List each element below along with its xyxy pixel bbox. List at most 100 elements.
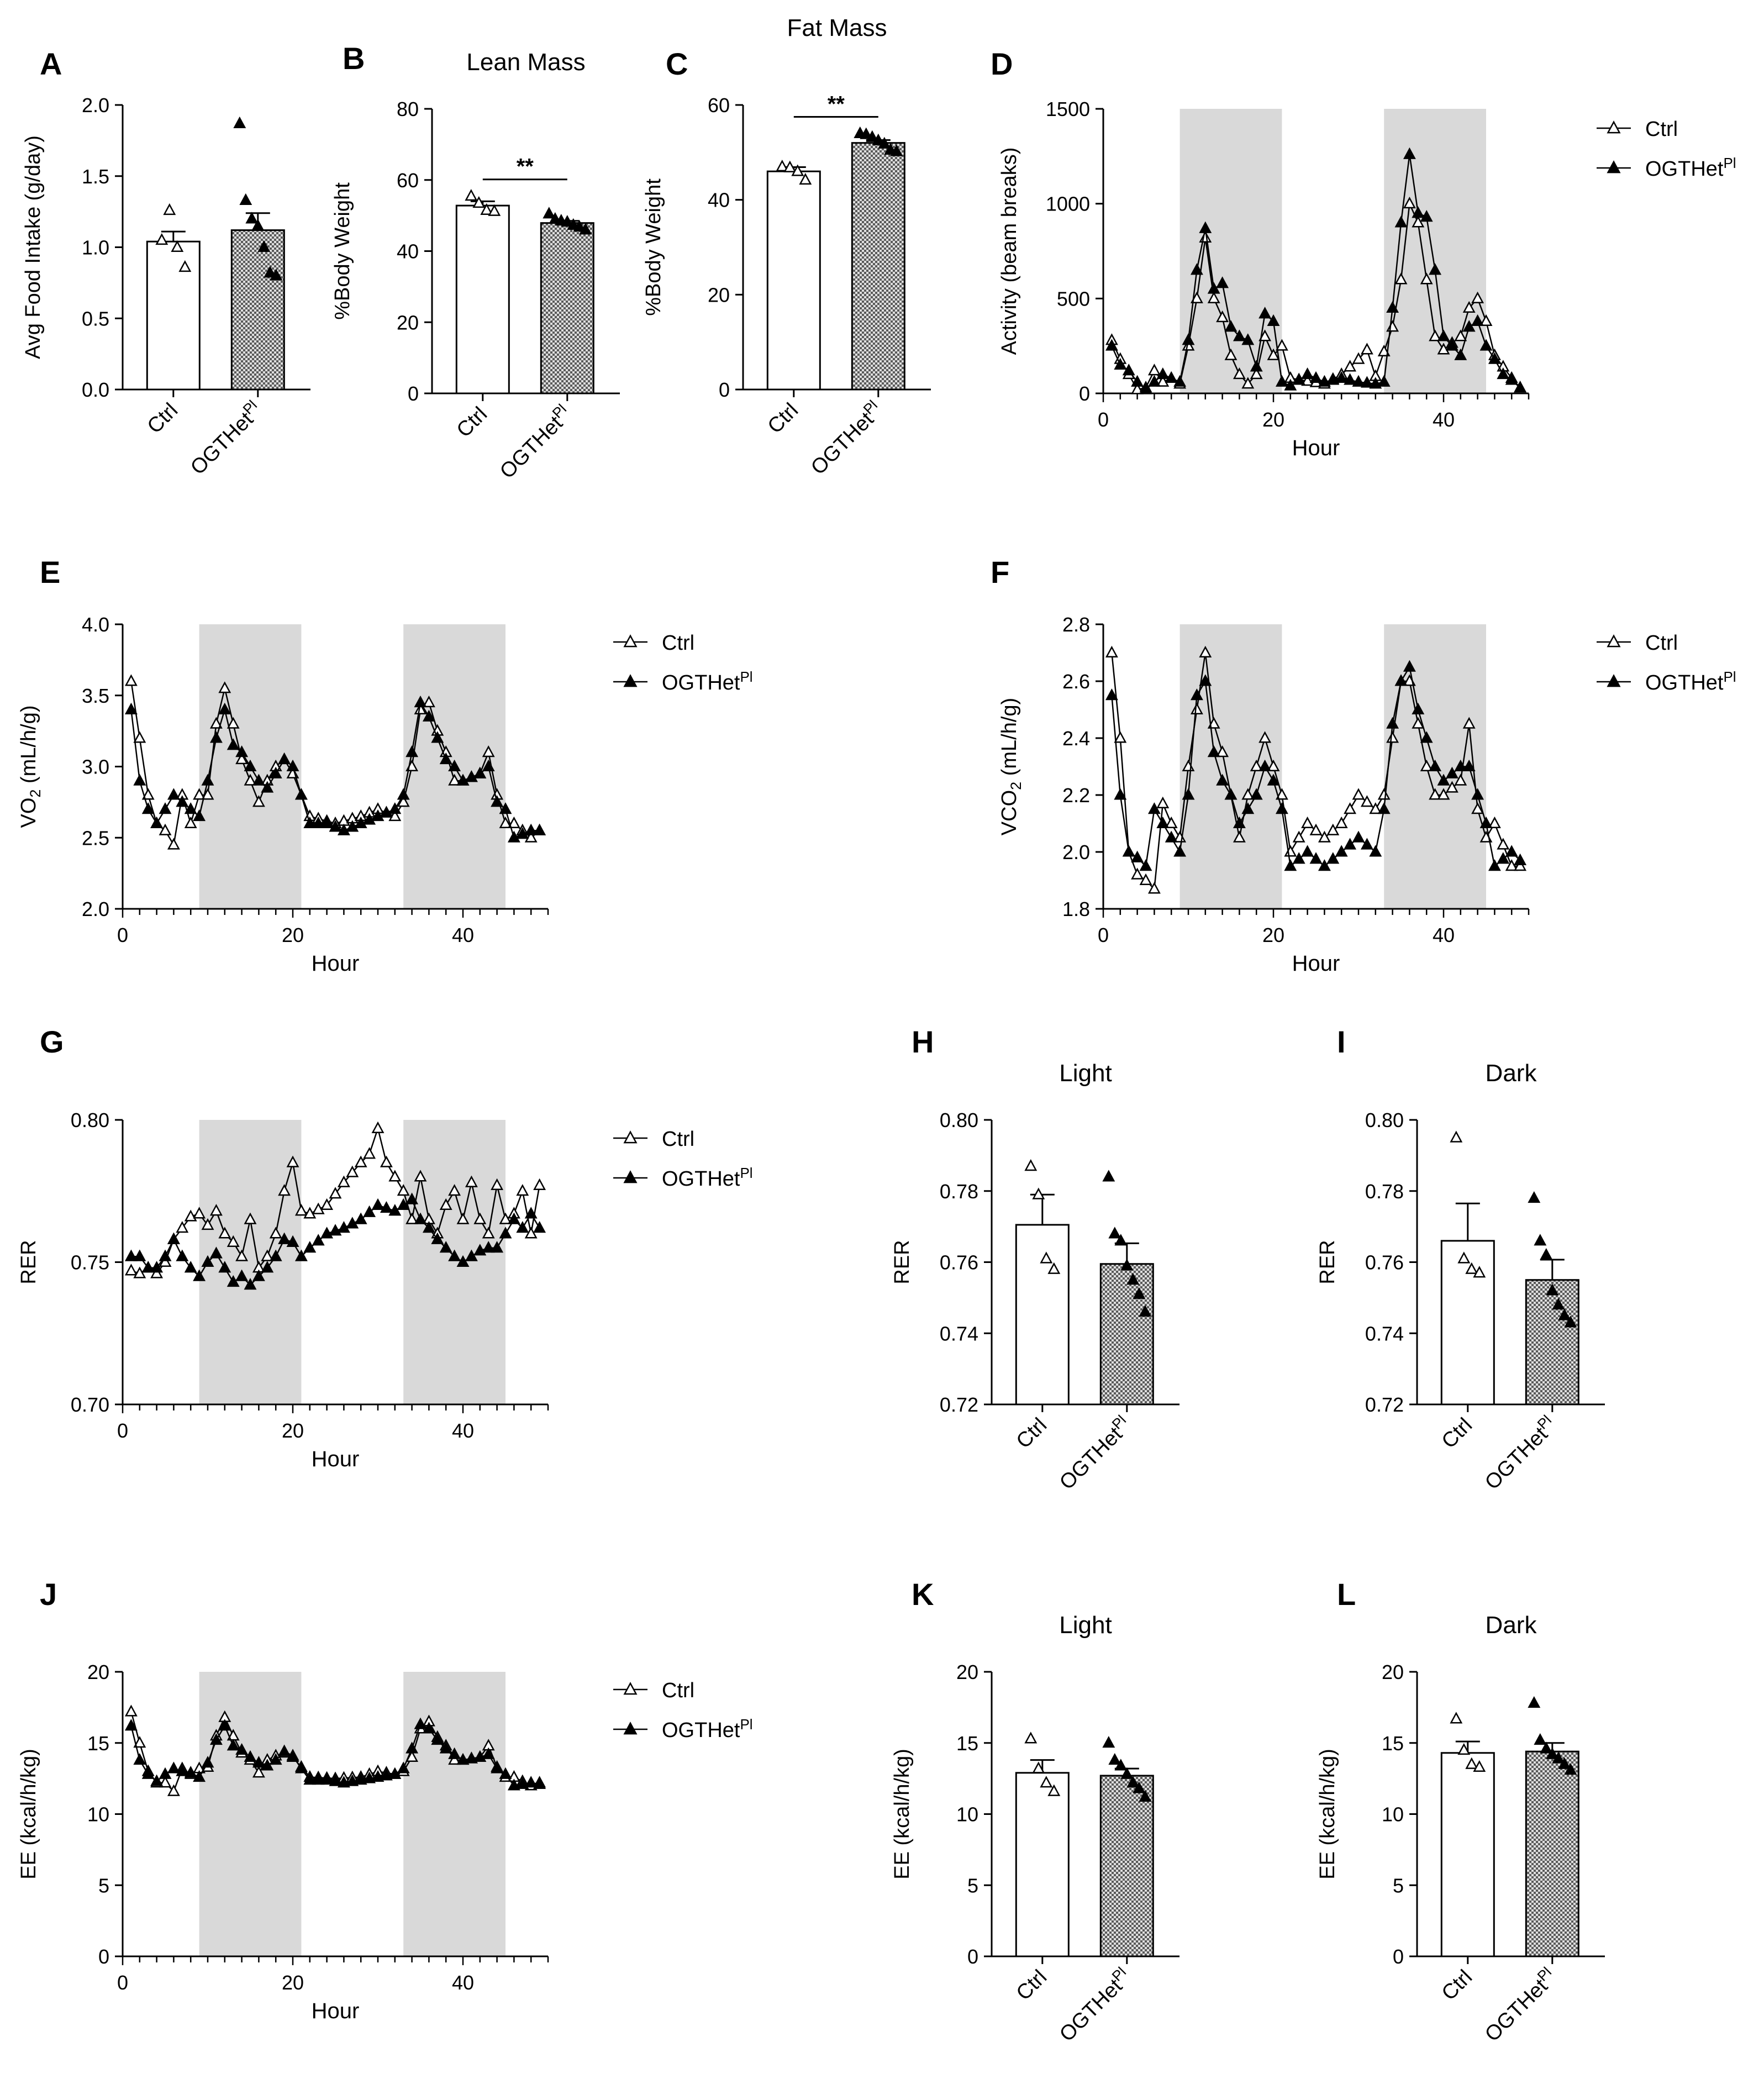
data-point bbox=[1540, 1248, 1553, 1260]
ogthet-series-point bbox=[1403, 147, 1416, 159]
ctrl-series-point bbox=[1199, 645, 1212, 658]
data-point bbox=[1114, 1234, 1128, 1246]
ogthet-series-point bbox=[227, 1739, 240, 1751]
y-axis-label-text: %Body Weight bbox=[642, 178, 665, 316]
y-axis-label-text: EE (kcal/h/kg) bbox=[17, 1749, 40, 1880]
x-tick-label: 0 bbox=[117, 1419, 128, 1442]
ogthet-series-point bbox=[1284, 859, 1297, 871]
legend: Ctrl OGTHetPl bbox=[613, 1679, 753, 1742]
ogthet-series-point bbox=[1224, 320, 1238, 332]
ogthet-series-point bbox=[141, 1767, 155, 1779]
y-tick-label: 20 bbox=[397, 311, 419, 334]
ogthet-series-point bbox=[1190, 688, 1203, 701]
ogthet-series-point bbox=[1462, 320, 1476, 332]
legend-marker bbox=[623, 634, 638, 648]
x-axis-label: Hour bbox=[312, 951, 360, 976]
ogthet-series-point bbox=[1216, 773, 1229, 786]
legend: Ctrl OGTHetPl bbox=[613, 1128, 753, 1191]
data-point bbox=[1552, 1298, 1565, 1310]
ogthet-series-point bbox=[1292, 373, 1305, 385]
ogthet-series-point bbox=[1114, 357, 1127, 370]
panel-E: 2.0 2.5 3.0 3.5 4.0 0 20 40 Hour VO2 (mL/h/g) Ctrl… bbox=[17, 613, 753, 976]
ctrl-series-point bbox=[227, 1235, 240, 1247]
ogthet-series-point bbox=[1445, 766, 1458, 778]
x-tick-label-ctrl: Ctrl bbox=[1437, 1414, 1477, 1453]
ctrl-series-point bbox=[1497, 838, 1510, 850]
data-point bbox=[264, 266, 277, 278]
y-axis-label-text: VO bbox=[17, 798, 40, 828]
x-tick-label-ctrl: Ctrl bbox=[1012, 1414, 1051, 1453]
ogthet-series-point bbox=[1190, 263, 1203, 275]
y-tick-label: 500 bbox=[1057, 287, 1090, 310]
ctrl-series-point bbox=[1454, 773, 1467, 786]
ogthet-series-point bbox=[1360, 838, 1373, 850]
ogthet-series-point bbox=[491, 795, 504, 807]
ogthet-series-point bbox=[1275, 375, 1288, 387]
data-point bbox=[1457, 1743, 1471, 1755]
y-tick-label: 0.80 bbox=[71, 1109, 109, 1131]
ctrl-series-point bbox=[159, 823, 172, 835]
ogthet-series-point bbox=[1497, 367, 1510, 380]
ogthet-series-point bbox=[1199, 221, 1212, 233]
x-tick-label: 40 bbox=[452, 1419, 474, 1442]
y-tick-label: 0 bbox=[1393, 1945, 1404, 1968]
y-axis-label: RER bbox=[1316, 1240, 1339, 1284]
ctrl-series-point bbox=[1462, 301, 1476, 313]
x-tick-label: 40 bbox=[452, 924, 474, 946]
data-point bbox=[270, 269, 283, 281]
ctrl-series-point bbox=[1488, 816, 1501, 829]
ogthet-series-point bbox=[150, 1261, 164, 1273]
x-tick-label-ogthet-base: OGTHet bbox=[1055, 1975, 1127, 2046]
ctrl-series-point bbox=[1241, 377, 1255, 389]
ctrl-series-point bbox=[1360, 795, 1373, 807]
ogthet-series-point bbox=[1309, 852, 1323, 864]
ctrl-series-point bbox=[320, 1198, 334, 1210]
ctrl-series-point bbox=[1412, 717, 1425, 729]
legend-marker bbox=[1607, 160, 1621, 173]
ctrl-series-point bbox=[1462, 717, 1476, 729]
ogthet-series-point bbox=[1344, 838, 1357, 850]
ctrl-series-point bbox=[363, 1147, 376, 1159]
ogthet-series-point bbox=[1377, 375, 1391, 387]
ctrl-series-point bbox=[388, 1170, 402, 1182]
ogthet-series-point bbox=[1454, 348, 1467, 360]
ogthet-series-point bbox=[380, 1201, 393, 1213]
ctrl-series-point bbox=[1377, 344, 1391, 356]
y-tick-label: 40 bbox=[397, 240, 419, 263]
ctrl-series-point bbox=[303, 1207, 317, 1219]
ogthet-series-point bbox=[1471, 314, 1484, 327]
ogthet-series-point bbox=[235, 745, 249, 757]
y-tick-label: 1.8 bbox=[1062, 898, 1090, 920]
ogthet-series-point bbox=[1369, 377, 1382, 389]
data-point bbox=[543, 207, 556, 219]
y-tick-label: 1000 bbox=[1046, 193, 1090, 215]
ogthet-series-point bbox=[346, 1774, 359, 1786]
ctrl-series-point bbox=[235, 1249, 249, 1261]
y-tick-label: 5 bbox=[967, 1874, 978, 1897]
y-tick-label: 0.5 bbox=[82, 307, 109, 330]
y-axis-label: Avg Food Intake (g/day) bbox=[22, 135, 45, 359]
ctrl-series-point bbox=[1394, 272, 1408, 285]
ctrl-series-point bbox=[1301, 816, 1314, 829]
y-tick-label: 5 bbox=[1393, 1874, 1404, 1897]
ctrl-series-point bbox=[244, 1212, 257, 1224]
ogthet-series-point bbox=[524, 823, 538, 835]
data-point bbox=[251, 219, 265, 231]
ctrl-series-point bbox=[1114, 731, 1127, 743]
ogthet-series-point bbox=[244, 1278, 257, 1290]
y-tick-label: 2.2 bbox=[1062, 784, 1090, 807]
ctrl-series-point bbox=[1505, 859, 1518, 871]
x-tick-label: 20 bbox=[282, 1419, 304, 1442]
ogthet-series-point bbox=[1420, 210, 1433, 222]
ctrl-series-point bbox=[482, 745, 495, 757]
data-point bbox=[573, 220, 586, 232]
ogthet-series-point bbox=[465, 1751, 478, 1764]
data-point bbox=[1108, 1227, 1121, 1239]
ctrl-bar bbox=[766, 170, 821, 391]
y-tick-label: 1500 bbox=[1046, 98, 1090, 120]
y-axis-label: VCO2 (mL/h/g) bbox=[998, 698, 1024, 835]
y-axis-label-text: EE (kcal/h/kg) bbox=[891, 1749, 914, 1880]
legend-label-ogthet-base: OGTHet bbox=[662, 1167, 740, 1191]
ogthet-series-point bbox=[252, 773, 265, 786]
